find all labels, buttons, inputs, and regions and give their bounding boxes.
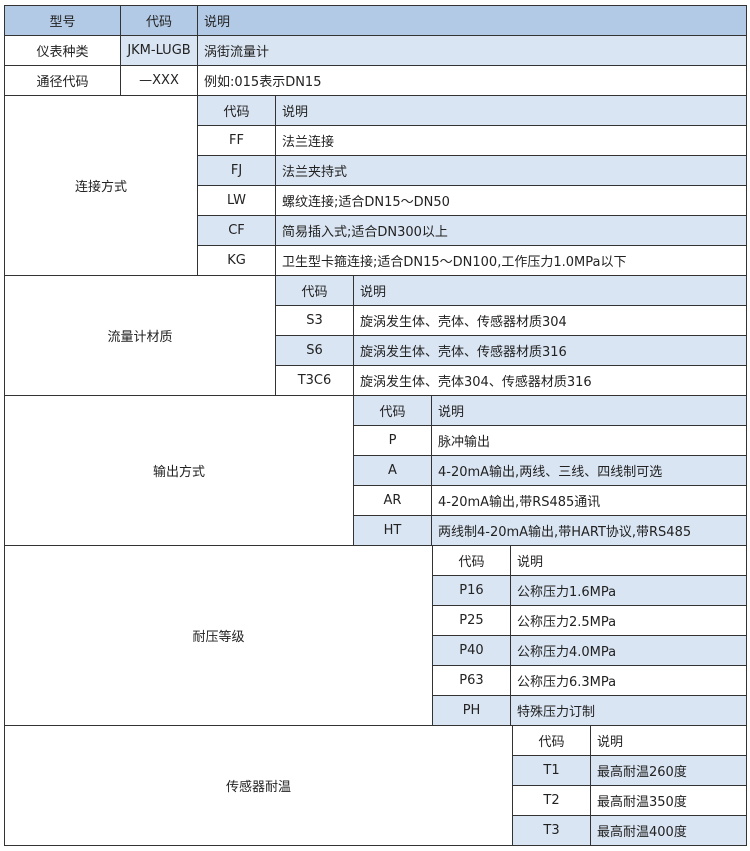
option-code: A xyxy=(353,455,432,486)
option-code: S3 xyxy=(275,305,354,336)
option-desc: 脉冲输出 xyxy=(431,425,747,456)
section-code-header: 代码 xyxy=(432,545,511,576)
header-model: 型号 xyxy=(4,5,121,36)
option-code: FJ xyxy=(197,155,276,186)
option-desc: 4-20mA输出,带RS485通讯 xyxy=(431,485,747,516)
option-desc: 4-20mA输出,两线、三线、四线制可选 xyxy=(431,455,747,486)
option-desc: 公称压力2.5MPa xyxy=(510,605,747,636)
section-label: 传感器耐温 xyxy=(4,725,513,846)
row-code: —XXX xyxy=(120,65,198,96)
option-code: T1 xyxy=(512,755,591,786)
section-desc-header: 说明 xyxy=(353,275,747,306)
section-label: 输出方式 xyxy=(4,395,354,546)
option-desc: 公称压力1.6MPa xyxy=(510,575,747,606)
row-code: JKM-LUGB xyxy=(120,35,198,66)
section-desc-header: 说明 xyxy=(510,545,747,576)
section-label: 耐压等级 xyxy=(4,545,433,726)
option-code: AR xyxy=(353,485,432,516)
header-desc: 说明 xyxy=(197,5,747,36)
option-desc: 最高耐温350度 xyxy=(590,785,747,816)
row-desc: 涡街流量计 xyxy=(197,35,747,66)
section-code-header: 代码 xyxy=(197,95,276,126)
header-code: 代码 xyxy=(120,5,198,36)
option-code: T3C6 xyxy=(275,365,354,396)
option-desc: 最高耐温400度 xyxy=(590,815,747,846)
option-code: HT xyxy=(353,515,432,546)
option-code: PH xyxy=(432,695,511,726)
option-desc: 旋涡发生体、壳体、传感器材质304 xyxy=(353,305,747,336)
option-code: T2 xyxy=(512,785,591,816)
option-code: CF xyxy=(197,215,276,246)
section-code-header: 代码 xyxy=(512,725,591,756)
section-desc-header: 说明 xyxy=(590,725,747,756)
option-code: P40 xyxy=(432,635,511,666)
option-desc: 最高耐温260度 xyxy=(590,755,747,786)
option-desc: 法兰夹持式 xyxy=(275,155,747,186)
section-label: 流量计材质 xyxy=(4,275,276,396)
section-code-header: 代码 xyxy=(353,395,432,426)
option-desc: 螺纹连接;适合DN15～DN50 xyxy=(275,185,747,216)
option-desc: 特殊压力订制 xyxy=(510,695,747,726)
option-code: P16 xyxy=(432,575,511,606)
option-code: FF xyxy=(197,125,276,156)
option-desc: 两线制4-20mA输出,带HART协议,带RS485 xyxy=(431,515,747,546)
section-code-header: 代码 xyxy=(275,275,354,306)
option-desc: 公称压力6.3MPa xyxy=(510,665,747,696)
option-desc: 卫生型卡箍连接;适合DN15～DN100,工作压力1.0MPa以下 xyxy=(275,245,747,276)
option-desc: 公称压力4.0MPa xyxy=(510,635,747,666)
row-desc: 例如:015表示DN15 xyxy=(197,65,747,96)
option-code: KG xyxy=(197,245,276,276)
section-desc-header: 说明 xyxy=(275,95,747,126)
section-desc-header: 说明 xyxy=(431,395,747,426)
row-label: 通径代码 xyxy=(4,65,121,96)
section-label: 连接方式 xyxy=(4,95,198,276)
option-desc: 简易插入式;适合DN300以上 xyxy=(275,215,747,246)
row-label: 仪表种类 xyxy=(4,35,121,66)
option-code: P xyxy=(353,425,432,456)
option-code: LW xyxy=(197,185,276,216)
option-code: P25 xyxy=(432,605,511,636)
option-code: S6 xyxy=(275,335,354,366)
option-desc: 法兰连接 xyxy=(275,125,747,156)
option-desc: 旋涡发生体、壳体、传感器材质316 xyxy=(353,335,747,366)
option-code: P63 xyxy=(432,665,511,696)
option-desc: 旋涡发生体、壳体304、传感器材质316 xyxy=(353,365,747,396)
option-code: T3 xyxy=(512,815,591,846)
